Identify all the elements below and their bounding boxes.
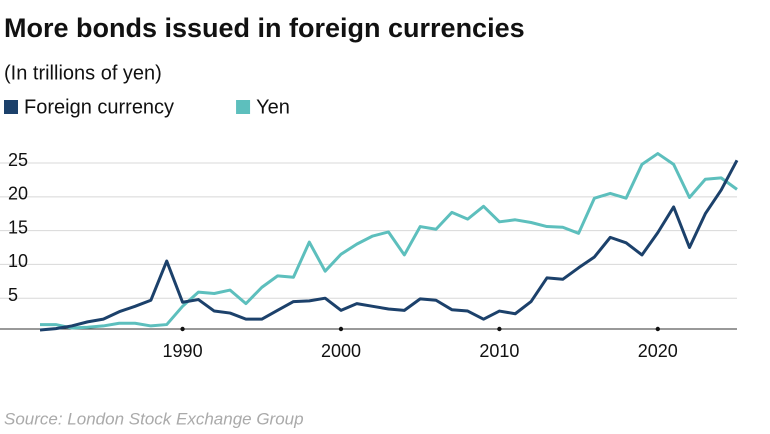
- legend-swatch: [236, 100, 251, 114]
- x-tick-label: 2000: [321, 341, 361, 361]
- legend-label: Foreign currency: [24, 96, 174, 118]
- source: Source: London Stock Exchange Group: [4, 409, 304, 428]
- y-tick-label: 5: [8, 285, 18, 305]
- y-tick-label: 25: [8, 150, 28, 170]
- x-tick: [180, 326, 185, 332]
- legend-swatch: [4, 100, 18, 114]
- x-tick-label: 2010: [479, 341, 519, 361]
- legend-label: Yen: [256, 96, 290, 118]
- x-tick: [497, 326, 502, 332]
- x-tick: [655, 326, 660, 332]
- y-tick-label: 10: [8, 251, 28, 271]
- y-tick-label: 20: [8, 184, 28, 204]
- series-line: [40, 152, 738, 330]
- x-tick-label: 1990: [163, 341, 203, 361]
- chart-title: More bonds issued in foreign currencies: [4, 13, 525, 43]
- series-line: [39, 159, 739, 332]
- chart-subtitle: (In trillions of yen): [4, 62, 162, 84]
- x-tick-label: 2020: [638, 341, 678, 361]
- y-tick-label: 15: [8, 217, 28, 237]
- x-tick: [338, 326, 344, 332]
